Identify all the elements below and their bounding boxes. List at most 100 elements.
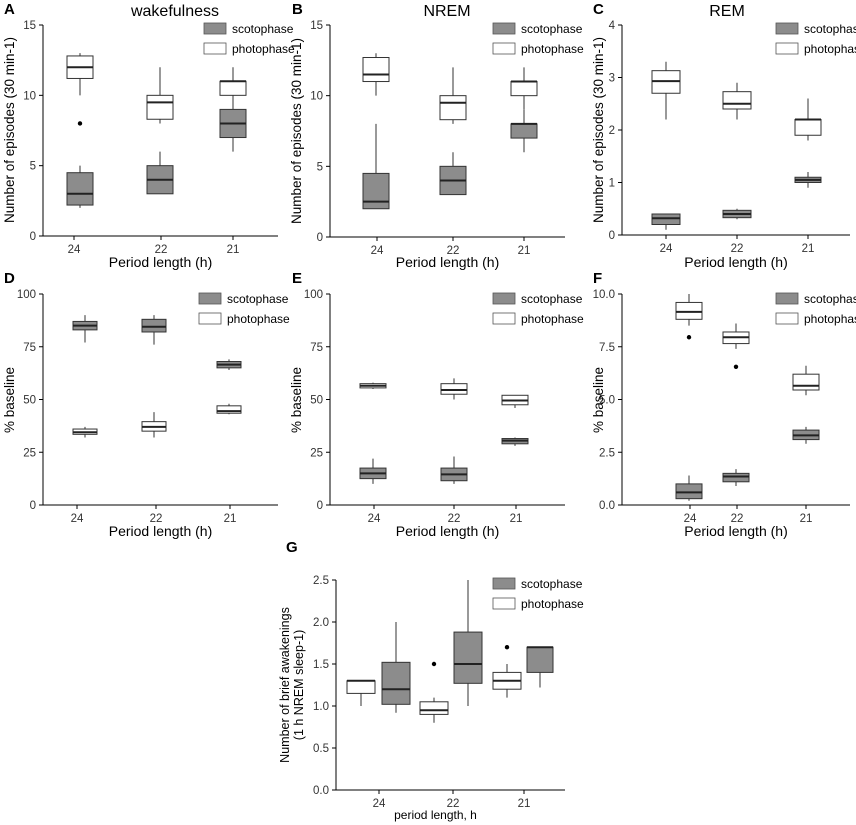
box-photophase	[362, 53, 390, 96]
legend-swatch-scotophase	[492, 22, 516, 35]
y-tick-label: 10	[310, 91, 323, 103]
y-tick-label: 0.0	[599, 500, 615, 512]
box-body	[722, 91, 752, 110]
x-tick-label: 24	[368, 513, 381, 525]
y-tick-label: 1	[609, 178, 615, 190]
y-axis-label-line: Number of brief awakenings	[278, 607, 292, 763]
y-tick-label: 10	[23, 90, 36, 102]
box-body	[439, 95, 467, 121]
x-axis-label: Period length (h)	[684, 254, 788, 270]
x-tick-label: 22	[447, 245, 460, 257]
y-tick-label: 5	[30, 161, 36, 173]
box-photophase	[651, 61, 681, 120]
box-body	[381, 661, 411, 705]
legend-label-photophase: photophase	[804, 312, 856, 326]
outlier-point	[77, 121, 83, 126]
legend-label-photophase: photophase	[521, 312, 584, 326]
legend-label-scotophase: scotophase	[227, 292, 289, 306]
x-tick-label: 21	[518, 798, 531, 810]
y-tick-label: 0	[30, 500, 36, 512]
y-tick-label: 50	[310, 395, 323, 407]
panel-f: F 0.0 2.5 5.0 7.5 10.0 24 22 21 Period length (h)…	[591, 270, 856, 539]
y-tick-label: 4	[609, 20, 616, 32]
box-photophase	[419, 661, 449, 723]
box-body	[362, 57, 390, 83]
box-scotophase	[359, 458, 387, 484]
y-tick-label: 15	[23, 20, 36, 32]
box-photophase	[72, 426, 98, 438]
x-tick-label: 21	[510, 513, 523, 525]
box-photophase	[510, 67, 538, 110]
legend-label-photophase: photophase	[521, 597, 584, 611]
box-scotophase	[722, 469, 750, 487]
legend-swatch-scotophase	[492, 292, 516, 305]
box-photophase	[794, 98, 822, 141]
y-axis-label: Number of episodes (30 min-1)	[2, 37, 17, 223]
box-scotophase	[651, 213, 681, 230]
legend-swatch-photophase	[775, 312, 799, 325]
x-tick-label: 22	[447, 798, 460, 810]
box-scotophase	[362, 123, 390, 210]
x-tick-label: 22	[448, 513, 461, 525]
legend-swatch-photophase	[492, 597, 516, 610]
legend-swatch-scotophase	[492, 577, 516, 590]
y-tick-label: 75	[23, 342, 36, 354]
legend-label-scotophase: scotophase	[232, 22, 294, 36]
box-photophase	[66, 53, 94, 126]
y-tick-label: 25	[310, 447, 323, 459]
box-body	[453, 631, 483, 684]
box-scotophase	[146, 151, 174, 195]
outlier-point	[686, 335, 692, 340]
y-tick-label: 0.5	[313, 743, 329, 755]
panel-g: G 0.0 0.5 1.0 1.5 2.0 2.5 24 22 21 period length, …	[278, 539, 584, 822]
legend-label-photophase: photophase	[227, 312, 290, 326]
box-photophase	[346, 679, 376, 706]
box-scotophase	[440, 456, 468, 484]
box-body	[362, 172, 390, 210]
y-tick-label: 5	[317, 161, 323, 173]
y-tick-label: 25	[23, 447, 36, 459]
y-tick-label: 5.0	[599, 395, 615, 407]
y-tick-label: 7.5	[599, 342, 615, 354]
y-tick-label: 15	[310, 20, 323, 32]
x-tick-label: 24	[68, 244, 81, 256]
y-tick-label: 2	[609, 125, 615, 137]
y-tick-label: 0.0	[313, 785, 329, 797]
y-axis-label-line: (1 h NREM sleep-1)	[292, 630, 306, 740]
box-photophase	[492, 645, 522, 698]
box-scotophase	[219, 95, 247, 152]
box-body	[146, 94, 174, 120]
box-photophase	[440, 378, 468, 400]
legend-label-scotophase: scotophase	[521, 22, 583, 36]
box-scotophase	[526, 646, 554, 688]
panel-letter: A	[4, 1, 15, 18]
x-axis-label: period length, h	[394, 808, 477, 822]
box-photophase	[722, 82, 752, 120]
y-tick-label: 75	[310, 342, 323, 354]
legend-swatch-photophase	[492, 312, 516, 325]
outlier-point	[733, 364, 739, 369]
box-body	[792, 373, 820, 391]
box-scotophase	[675, 475, 703, 501]
panel-letter: G	[286, 539, 298, 556]
panel-letter: C	[593, 1, 604, 18]
legend-swatch-scotophase	[775, 22, 799, 35]
panel-c: C REM 0 1 2 3 4 24 22 21 Period length (h) Number o…	[591, 1, 856, 270]
box-body	[216, 405, 242, 414]
legend-label-scotophase: scotophase	[521, 577, 583, 591]
legend-label-scotophase: scotophase	[804, 292, 856, 306]
x-axis-label: Period length (h)	[109, 254, 213, 270]
outlier-point	[431, 661, 437, 667]
box-body	[651, 213, 681, 225]
y-tick-label: 2.5	[599, 447, 615, 459]
box-body	[419, 701, 449, 715]
x-tick-label: 21	[800, 513, 813, 525]
legend-swatch-scotophase	[203, 22, 227, 35]
box-body	[675, 301, 703, 320]
x-tick-label: 22	[150, 513, 163, 525]
panel-d: D 0 25 50 75 100 24 22 21 Period length (h) % base…	[2, 270, 290, 539]
box-body	[219, 80, 247, 96]
box-photophase	[722, 323, 750, 369]
x-tick-label: 22	[731, 513, 744, 525]
